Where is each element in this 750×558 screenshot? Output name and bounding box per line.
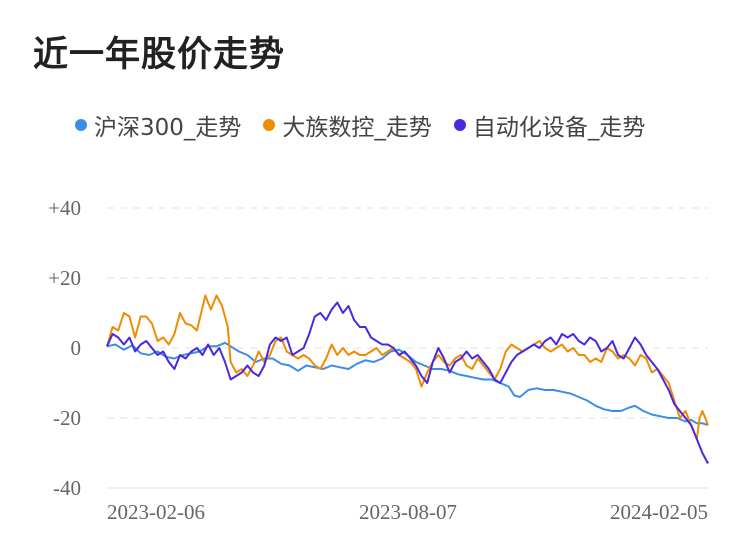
y-tick-label: +40 <box>48 196 81 220</box>
legend-item-hs300[interactable]: 沪深300_走势 <box>75 108 241 142</box>
legend-label-automation: 自动化设备_走势 <box>472 115 646 141</box>
legend-label-dazu: 大族数控_走势 <box>282 115 432 141</box>
y-tick-label: +20 <box>48 266 81 290</box>
legend-dot-automation <box>453 119 466 131</box>
legend-label-hs300: 沪深300_走势 <box>94 115 242 141</box>
legend-dot-dazu <box>263 119 276 131</box>
series-line-2 <box>106 301 709 464</box>
legend-item-automation[interactable]: 自动化设备_走势 <box>453 108 646 142</box>
y-axis-ticks: +40 +20 0 -20 -40 <box>48 196 81 500</box>
legend-dot-hs300 <box>75 119 87 131</box>
legend-item-dazu[interactable]: 大族数控_走势 <box>263 108 432 142</box>
x-tick-label: 2023-08-07 <box>359 500 457 524</box>
x-axis-ticks: 2023-02-06 2023-08-07 2024-02-05 <box>107 500 708 524</box>
y-tick-label: -40 <box>53 476 81 500</box>
chart-series <box>106 294 709 464</box>
x-tick-label: 2024-02-05 <box>610 500 708 524</box>
chart-legend: 沪深300_走势 大族数控_走势 自动化设备_走势 <box>75 108 667 142</box>
x-tick-label: 2023-02-06 <box>107 500 205 524</box>
series-line-1 <box>106 294 709 440</box>
page-title: 近一年股价走势 <box>33 35 286 75</box>
y-tick-label: 0 <box>71 336 82 360</box>
y-tick-label: -20 <box>53 406 81 430</box>
series-line-0 <box>106 341 709 426</box>
